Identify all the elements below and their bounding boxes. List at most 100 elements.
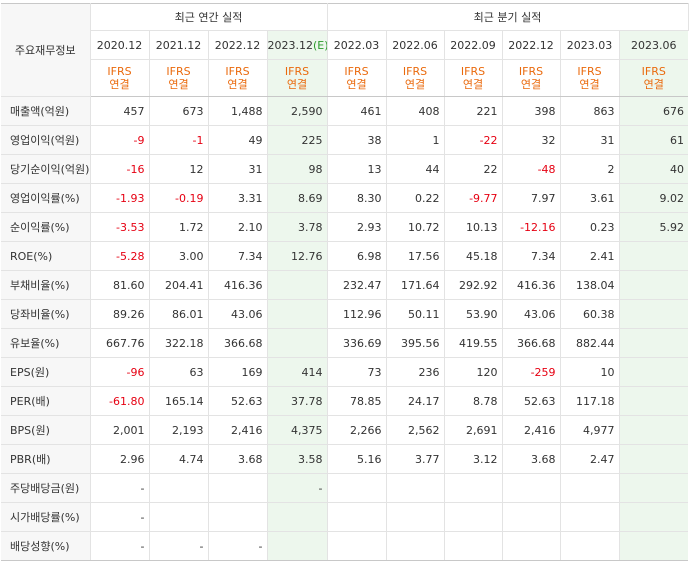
value-cell: 2,562	[385, 415, 445, 445]
period-header: 2023.06	[618, 30, 689, 60]
row-label: BPS(원)	[1, 415, 91, 445]
table-row: 영업이익(억원) -9 -1 49 225 38 1 -22 32 31 61	[1, 125, 689, 155]
value-cell: 10	[559, 357, 620, 387]
table-row: 당기순이익(억원) -16 12 31 98 13 44 22 -48 2 40	[1, 154, 689, 184]
value-cell: 457	[89, 96, 150, 126]
value-cell: -	[148, 531, 209, 561]
value-cell: -12.16	[501, 212, 561, 242]
value-cell: 17.56	[385, 241, 445, 271]
value-cell	[207, 473, 268, 503]
value-cell	[501, 473, 561, 503]
value-cell: 398	[501, 96, 561, 126]
row-label: ROE(%)	[1, 241, 91, 271]
value-cell: 3.61	[559, 183, 620, 213]
value-cell: 31	[207, 154, 268, 184]
table-row: 부채비율(%) 81.60 204.41 416.36 232.47 171.64 292.…	[1, 270, 689, 300]
value-cell: 3.77	[385, 444, 445, 474]
value-cell	[618, 502, 689, 532]
row-label: PER(배)	[1, 386, 91, 416]
table-row: BPS(원) 2,001 2,193 2,416 4,375 2,266 2,562 2,69…	[1, 415, 689, 445]
ifrs-label: IFRS 연결	[89, 59, 150, 97]
ifrs-label: IFRS 연결	[618, 59, 689, 97]
value-cell: 4,977	[559, 415, 620, 445]
value-cell: 98	[266, 154, 328, 184]
value-cell	[618, 415, 689, 445]
value-cell: 2,001	[89, 415, 150, 445]
value-cell: 52.63	[501, 386, 561, 416]
value-cell: 2.10	[207, 212, 268, 242]
row-label: 매출액(억원)	[1, 96, 91, 126]
table-row: 주당배당금(원) - -	[1, 473, 689, 503]
consolidated-line: 연결	[286, 78, 308, 91]
ifrs-line: IFRS	[460, 65, 486, 78]
value-cell: 12.76	[266, 241, 328, 271]
value-cell: 419.55	[443, 328, 503, 358]
period-header: 2021.12	[148, 30, 209, 60]
value-cell: 2.96	[89, 444, 150, 474]
table-row: EPS(원) -96 63 169 414 73 236 120 -259 10	[1, 357, 689, 387]
ifrs-label: IFRS 연결	[501, 59, 561, 97]
ifrs-label: IFRS 연결	[207, 59, 268, 97]
value-cell: 0.23	[559, 212, 620, 242]
ifrs-line: IFRS	[225, 65, 250, 78]
ifrs-label: IFRS 연결	[443, 59, 503, 97]
table-row: PBR(배) 2.96 4.74 3.68 3.58 5.16 3.77 3.12 3.68 2.…	[1, 444, 689, 474]
value-cell	[618, 241, 689, 271]
value-cell: -48	[501, 154, 561, 184]
value-cell: 204.41	[148, 270, 209, 300]
value-cell: 7.97	[501, 183, 561, 213]
value-cell: 2,416	[501, 415, 561, 445]
period-header: 2023.12(E)	[266, 30, 328, 60]
ifrs-line: IFRS	[402, 65, 428, 78]
row-label: 영업이익률(%)	[1, 183, 91, 213]
row-label: 부채비율(%)	[1, 270, 91, 300]
table-row: 배당성향(%) - - -	[1, 531, 689, 561]
row-title-header: 주요재무정보	[1, 3, 91, 97]
value-cell: 3.68	[207, 444, 268, 474]
value-cell	[618, 473, 689, 503]
quarter-group-header: 최근 분기 실적	[326, 3, 689, 31]
value-cell	[443, 531, 503, 561]
value-cell: 22	[443, 154, 503, 184]
value-cell: 863	[559, 96, 620, 126]
value-cell: -1	[148, 125, 209, 155]
period-label: 2022.12	[508, 38, 554, 52]
ifrs-label: IFRS 연결	[385, 59, 445, 97]
value-cell: 5.16	[326, 444, 387, 474]
value-cell: -16	[89, 154, 150, 184]
value-cell: 7.34	[207, 241, 268, 271]
value-cell: 2,590	[266, 96, 328, 126]
value-cell: -	[207, 531, 268, 561]
value-cell: 3.68	[501, 444, 561, 474]
value-cell: 225	[266, 125, 328, 155]
value-cell	[385, 473, 445, 503]
value-cell: 61	[618, 125, 689, 155]
row-label: PBR(배)	[1, 444, 91, 474]
value-cell: 3.78	[266, 212, 328, 242]
value-cell: 165.14	[148, 386, 209, 416]
value-cell: 45.18	[443, 241, 503, 271]
value-cell	[266, 502, 328, 532]
value-cell: 2,416	[207, 415, 268, 445]
value-cell: 52.63	[207, 386, 268, 416]
value-cell: -9.77	[443, 183, 503, 213]
value-cell	[443, 473, 503, 503]
period-header: 2022.12	[207, 30, 268, 60]
value-cell: 8.30	[326, 183, 387, 213]
ifrs-line: IFRS	[284, 65, 310, 78]
row-label: 주당배당금(원)	[1, 473, 91, 503]
value-cell: 9.02	[618, 183, 689, 213]
ifrs-line: IFRS	[107, 65, 132, 78]
value-cell	[618, 357, 689, 387]
value-cell: 44	[385, 154, 445, 184]
row-label: 유보율(%)	[1, 328, 91, 358]
value-cell: -96	[89, 357, 150, 387]
value-cell	[618, 299, 689, 329]
ifrs-label: IFRS 연결	[559, 59, 620, 97]
value-cell: 60.38	[559, 299, 620, 329]
value-cell: 3.58	[266, 444, 328, 474]
value-cell: 10.72	[385, 212, 445, 242]
value-cell: 50.11	[385, 299, 445, 329]
period-label: 2022.06	[392, 38, 438, 52]
value-cell: 3.31	[207, 183, 268, 213]
